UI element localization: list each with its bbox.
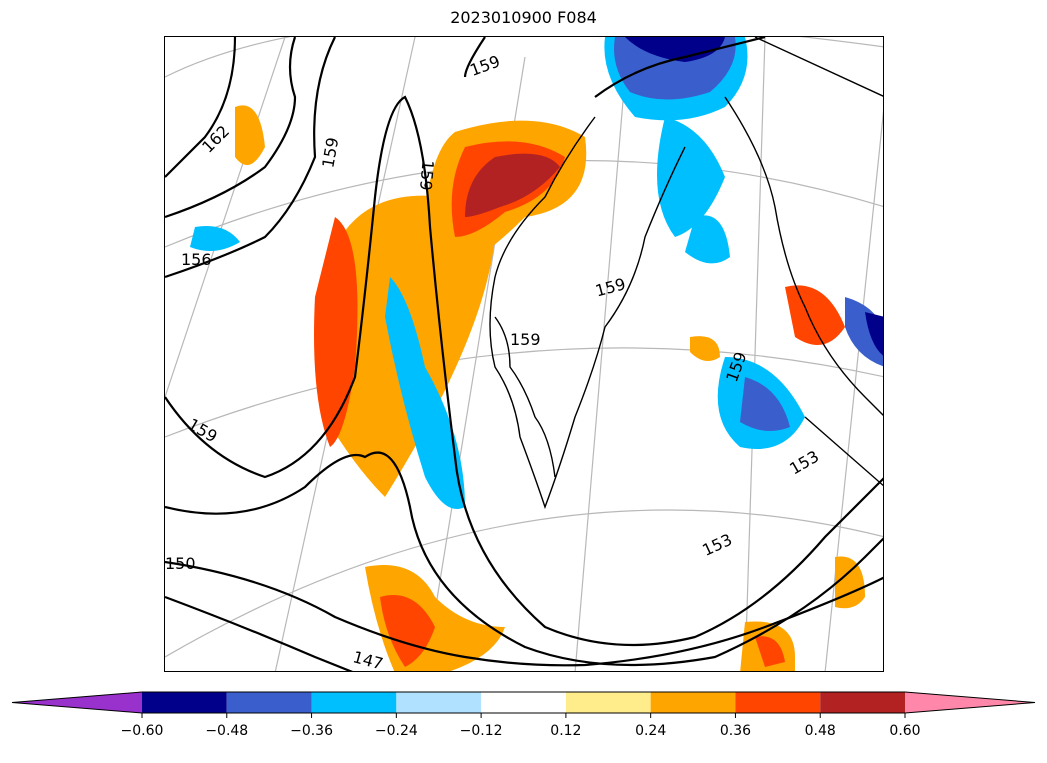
contour-line [165,37,237,178]
longitude-line [574,76,626,671]
contour-label: 156 [181,250,212,269]
colorbar-tick-label: 0.36 [720,723,751,739]
contour-label: 159 [510,330,541,349]
shaded-area-positive [835,556,865,609]
contour-label: 162 [198,122,233,157]
shaded-area-negative [657,117,725,237]
contour-line [463,37,486,78]
contour-line [165,560,883,667]
latitude-line [165,37,883,78]
colorbar-swatch [565,692,651,713]
contour-line [165,95,883,647]
contour-label: 153 [699,530,735,560]
shaded-area-positive [235,105,265,165]
contour-label: 153 [786,447,822,479]
colorbar-swatch [481,692,566,713]
colorbar-swatch [396,692,482,713]
colorbar-swatch [142,692,227,713]
colorbar-tick-label: 0.60 [889,723,920,739]
shaded-area-positive [755,636,785,667]
shaded-area-negative [685,215,730,264]
shaded-area-negative [190,226,240,251]
colorbar-tick-label: −0.36 [290,723,333,739]
coastline-path [724,96,883,416]
shaded-area-negative [625,37,725,62]
colorbar-swatch [311,692,397,713]
shaded-area-negative [865,312,883,356]
colorbar-tick-label: −0.48 [205,723,248,739]
shaded-area-positive [465,153,560,217]
chart-title: 2023010900 F084 [450,8,597,27]
colorbar-extend-low [12,692,142,713]
negative-shading [190,37,883,509]
shaded-area-positive [314,217,358,447]
colorbar-extend-high [905,692,1035,713]
contour-label: 150 [165,554,196,573]
colorbar: −0.60 −0.48 −0.36 −0.24 −0.12 0.12 0.24 0.36 0.4… [11,691,1036,739]
colorbar-tick-label: 0.24 [635,723,666,739]
contour-line [165,595,353,671]
contour-line [165,37,297,219]
contour-label: 147 [351,647,385,672]
latitude-line [165,509,883,658]
shaded-area-negative [385,277,465,509]
contour-label: 159 [416,159,438,191]
colorbar-swatch [650,692,736,713]
coastline-path [804,416,883,487]
coastline-path [494,316,556,478]
colorbar-tick-label: 0.12 [550,723,581,739]
contour-label: 159 [318,136,342,169]
shaded-area-positive [785,285,845,345]
height-contours [165,37,883,671]
latitude-line [165,347,883,438]
longitude-line [744,37,766,671]
positive-shading [235,105,865,671]
colorbar-swatch [226,692,312,713]
coastline-path [754,37,883,97]
shaded-area-negative [740,377,790,431]
coastline [489,37,883,510]
colorbar-tick-label: −0.12 [460,723,503,739]
shaded-area-positive [380,595,435,667]
map-canvas: 162 159 159 156 159 159 159 159 159 153 … [165,37,883,672]
longitude-line [165,37,286,398]
contour-line [165,37,336,279]
colorbar-tick-label: −0.60 [121,723,164,739]
colorbar-tick-label: 0.48 [805,723,836,739]
colorbar-swatch [820,692,905,713]
contour-line [594,37,766,98]
contour-line [165,451,883,667]
colorbar-swatch [735,692,821,713]
map-panel: 162 159 159 156 159 159 159 159 159 153 … [164,36,884,672]
contour-label: 159 [593,274,627,300]
shaded-area-positive [690,336,720,361]
coastline-path [489,116,686,510]
colorbar-tick-label: −0.24 [375,723,418,739]
